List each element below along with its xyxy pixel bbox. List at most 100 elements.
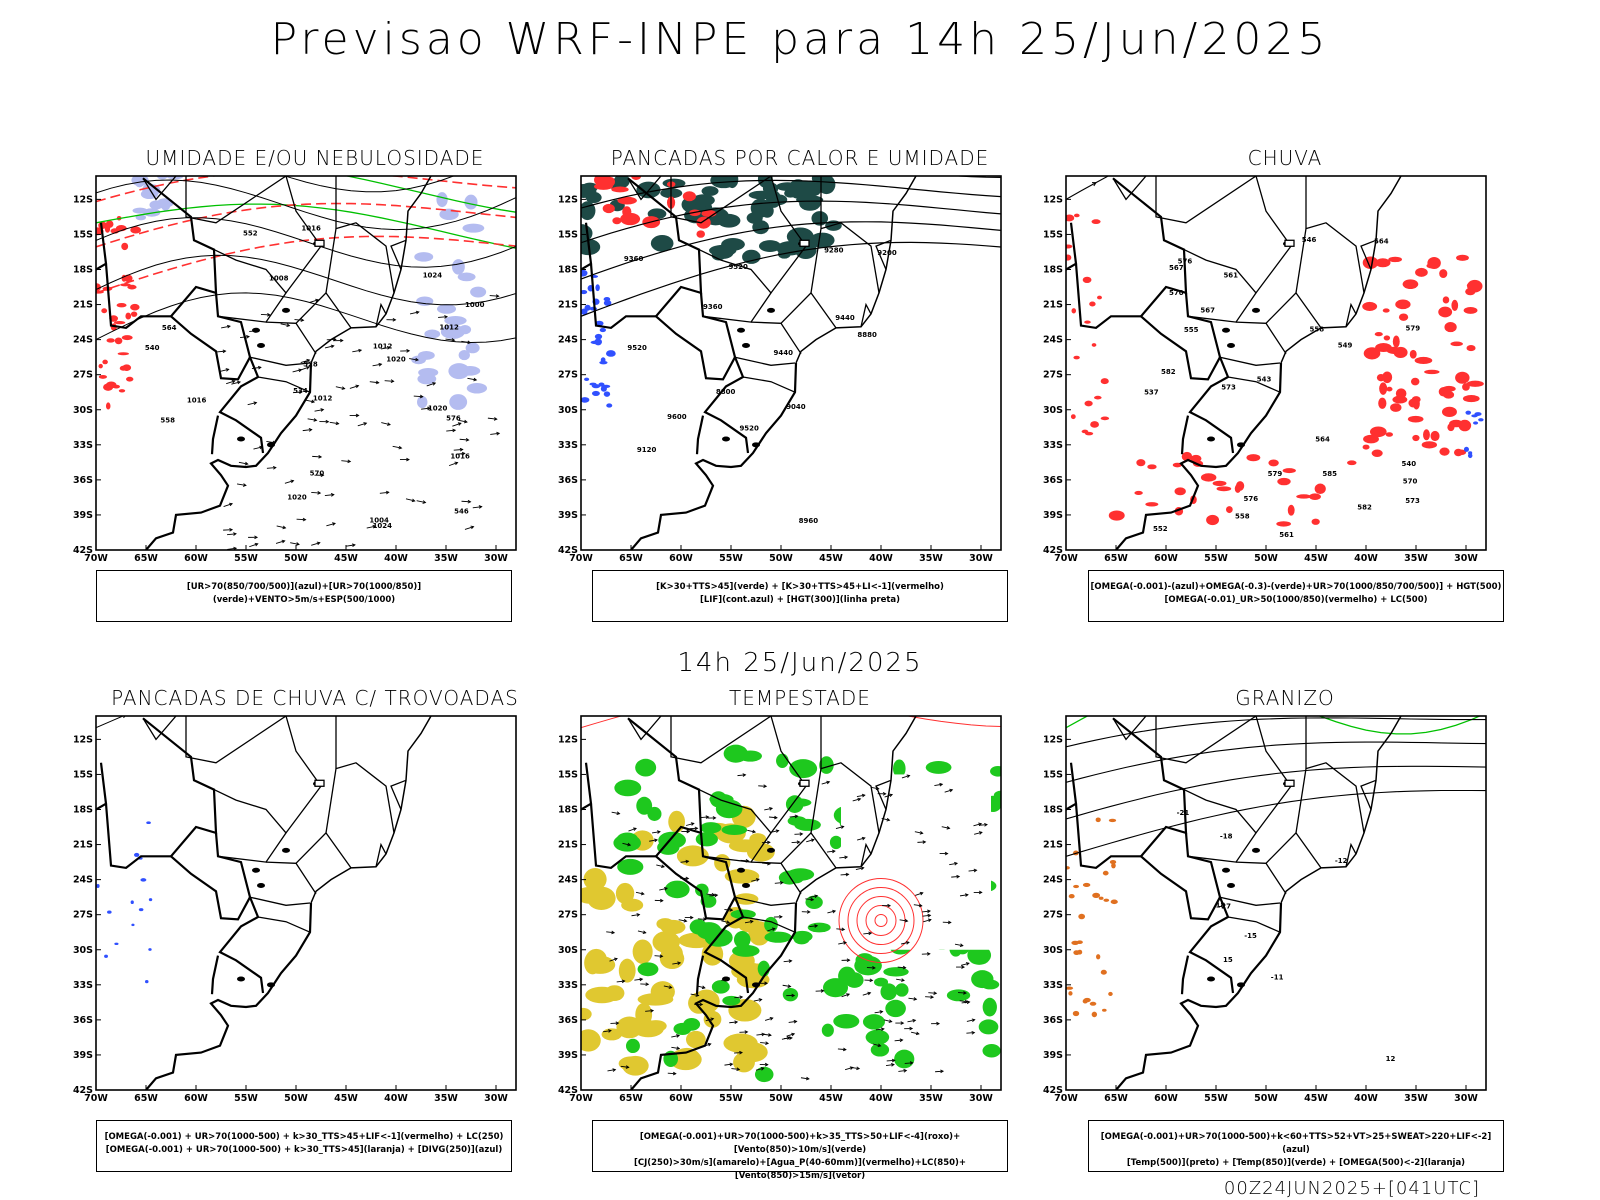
lat-label: 39S [73, 510, 93, 521]
wind-vector-head [478, 505, 483, 509]
wind-vector [453, 449, 463, 451]
lon-label: 50W [769, 1093, 793, 1104]
omega-blue [1467, 453, 1473, 459]
wind-vector-head [774, 815, 778, 820]
contour-label: 8880 [857, 331, 877, 339]
water-body [1237, 982, 1245, 988]
federal-district [1284, 779, 1295, 787]
wind-vector [737, 774, 746, 777]
humidity-lightblue [464, 194, 478, 210]
wind-vector-head [841, 927, 846, 932]
wind-vector-head [612, 1068, 617, 1072]
humidity-lightblue [462, 223, 485, 233]
wind-vector [734, 996, 743, 999]
wind-vector-head [766, 840, 771, 845]
wind-vector [910, 1031, 919, 1035]
wind-vector-head [659, 954, 664, 958]
rain-red [1296, 494, 1312, 499]
rain-red [1097, 295, 1102, 300]
wind-vector-head [779, 915, 783, 919]
lat-label: 42S [73, 545, 93, 556]
rain-red [1421, 441, 1438, 449]
wind-vector-head [973, 868, 978, 873]
contour-label: 1008 [269, 275, 289, 283]
wind-vector-head [744, 1030, 749, 1034]
contour-label: 1012 [439, 324, 459, 332]
rain-red [1451, 299, 1459, 311]
wind-vector [961, 962, 970, 966]
wind-vector-head [411, 498, 416, 503]
rain-red [1066, 244, 1073, 249]
jet-yellow [581, 1029, 601, 1052]
lat-label: 18S [73, 805, 93, 816]
coastline [1280, 716, 1402, 904]
panel-title: PANCADAS DE CHUVA C/ TROVOADAS [111, 686, 519, 710]
coastline [145, 362, 313, 550]
wind-vector [335, 386, 345, 390]
wind-vector [409, 311, 419, 315]
contour-label: 564 [162, 324, 177, 332]
wind-vector-head [794, 814, 799, 819]
rain-red [1409, 349, 1417, 359]
omega-blue [1474, 412, 1482, 417]
wind-vector [886, 1059, 895, 1062]
water-body [1237, 442, 1245, 448]
wind850-green [764, 931, 792, 943]
lat-label: 42S [558, 545, 578, 556]
wind-vector [349, 385, 359, 389]
panel-chuva: CHUVA 585 582 579 576 573 570 567 564 561 558 555 5… [1030, 146, 1540, 646]
rain-red [1398, 313, 1409, 321]
legend-umidade: [UR>70(850/700/500)](azul)+[UR>70(1000/8… [96, 570, 512, 622]
contour-label: 18 [1216, 901, 1226, 909]
wind-vector-head [971, 1018, 976, 1023]
omega500-orange [1109, 860, 1117, 865]
contour-label: 9520 [627, 344, 647, 352]
wind-vector-head [806, 910, 811, 914]
wind-vector-head [964, 999, 969, 1004]
wind-vector-head [642, 930, 647, 935]
wind-vector [968, 869, 977, 872]
wind-vector [844, 1066, 853, 1071]
humidity-red [125, 312, 132, 320]
wind-vector [774, 882, 783, 884]
wind850-green [722, 995, 741, 1006]
wind-vector [656, 864, 665, 868]
wind-vector-head [463, 419, 468, 424]
wind-vector-head [791, 1032, 796, 1037]
lat-label: 18S [1043, 805, 1063, 816]
wind-vector [755, 1067, 764, 1071]
wind-vector [628, 827, 637, 832]
wind-vector-head [614, 957, 618, 962]
wind-vector [253, 446, 263, 450]
jet-yellow [724, 868, 760, 884]
wind-vector-head [330, 493, 335, 497]
wind-vector [651, 831, 661, 834]
omega-blue [1463, 446, 1469, 452]
instability-green-area [710, 176, 737, 189]
wind-vector-head [229, 527, 234, 532]
wind-vector [896, 978, 905, 981]
wind-vector [452, 422, 462, 427]
wind-vector-head [645, 982, 650, 987]
wind850-green [657, 839, 680, 855]
wind-vector-head [339, 338, 344, 343]
jet-yellow [604, 985, 625, 1002]
contour-green [344, 176, 516, 213]
wind-vector-head [769, 1017, 774, 1021]
water-body [1207, 976, 1215, 982]
wind-vector [800, 1077, 809, 1080]
wind-vector [949, 862, 958, 866]
wind-vector [836, 928, 845, 931]
jet-yellow [723, 1033, 758, 1053]
wind-vector-head [611, 930, 616, 935]
wind-vector-head [860, 866, 865, 871]
contour-label: 8960 [799, 517, 819, 525]
wind-vector-head [300, 318, 305, 322]
humidity-red [106, 338, 115, 343]
lat-label: 21S [558, 840, 578, 851]
border-line [1219, 356, 1281, 366]
lat-label: 33S [73, 980, 93, 991]
lon-label: 55W [1204, 1093, 1228, 1104]
border-line [210, 955, 220, 995]
rain-red [1455, 371, 1470, 384]
